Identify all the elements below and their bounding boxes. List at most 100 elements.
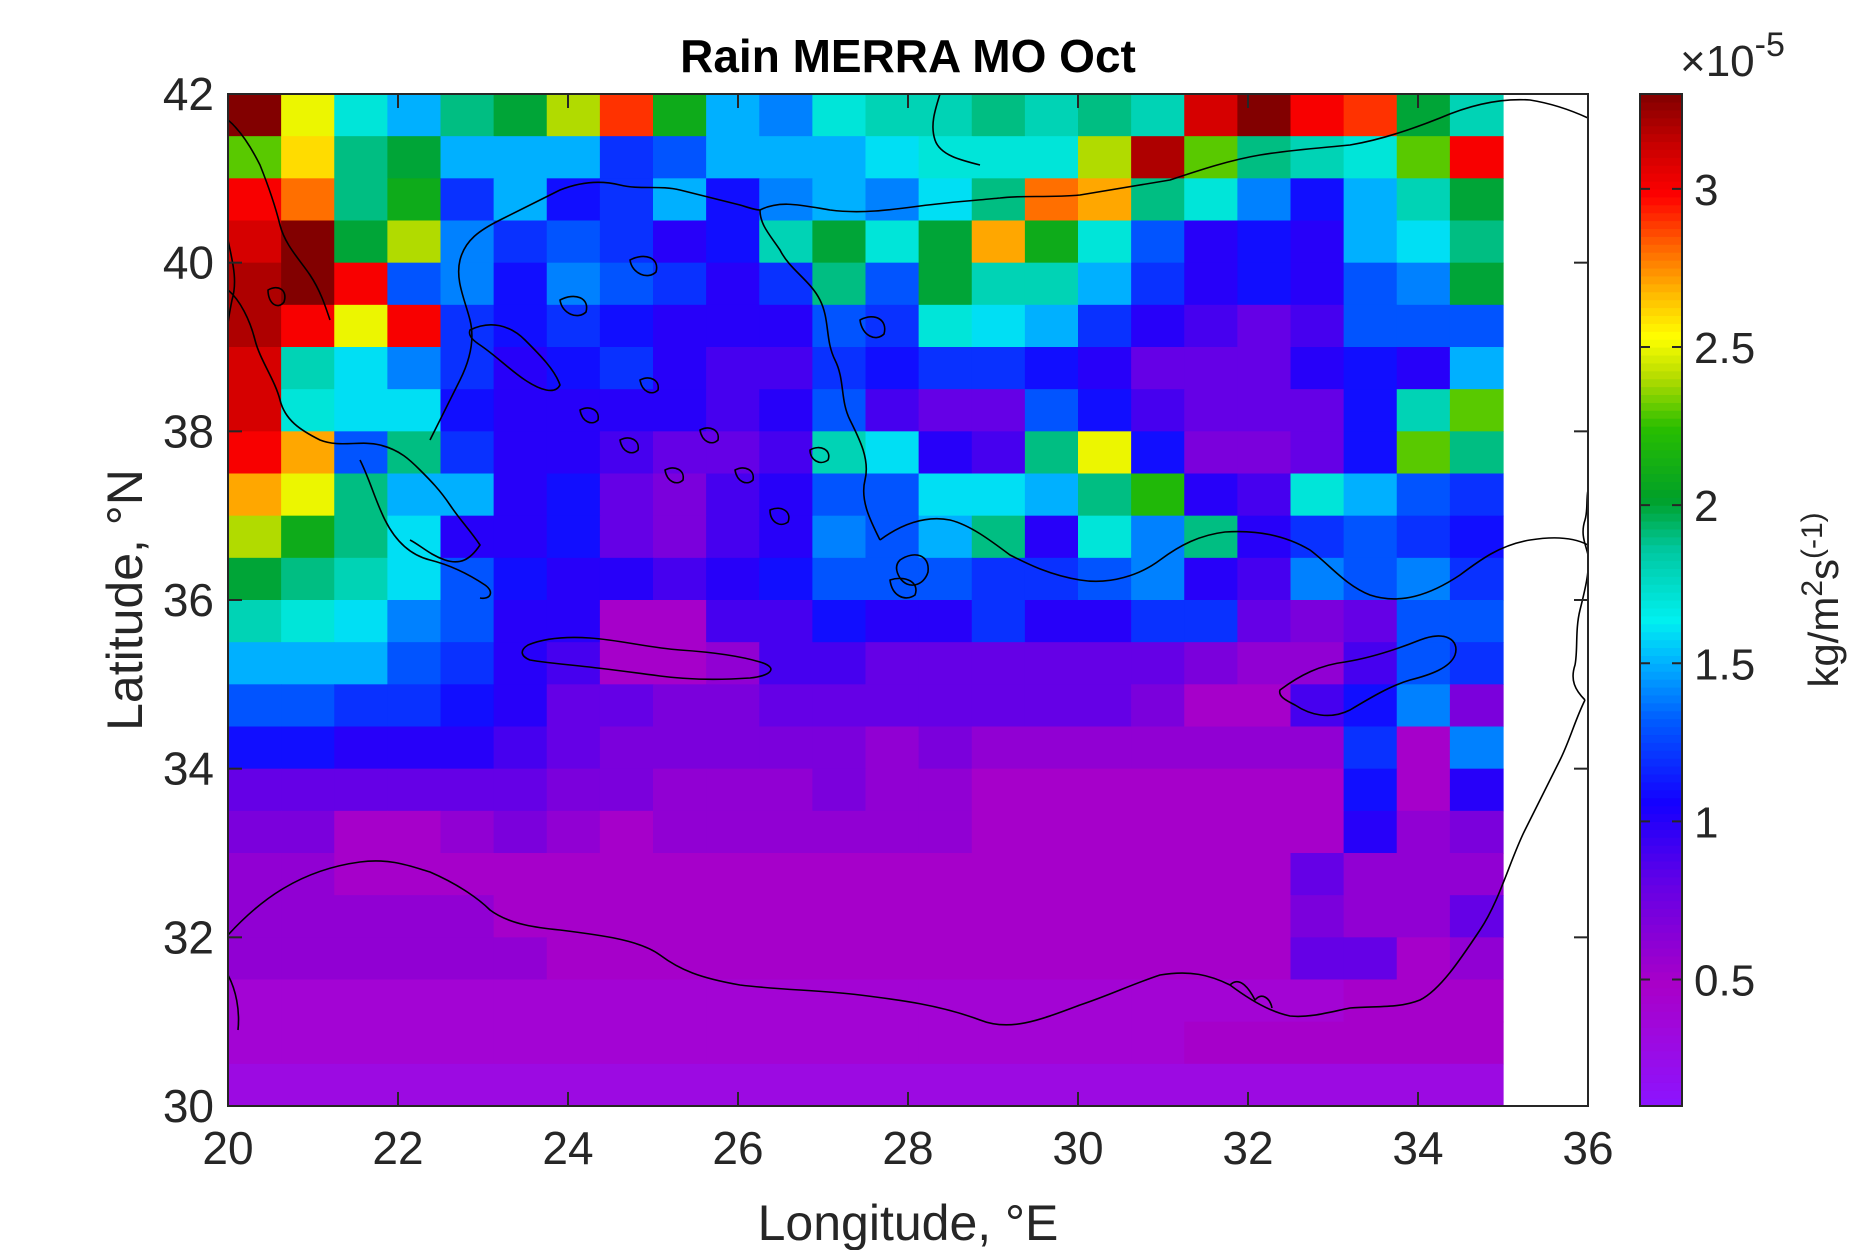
colorbar-label-exp1: 2 <box>1796 580 1829 597</box>
heatmap-cell <box>281 304 335 348</box>
heatmap-cell <box>1396 136 1451 179</box>
heatmap-cell <box>1184 642 1238 685</box>
heatmap-cell <box>493 1021 548 1065</box>
heatmap-cell <box>281 431 335 475</box>
colorbar-segment <box>1640 505 1682 514</box>
heatmap-cell <box>918 473 973 517</box>
heatmap-cell <box>387 642 442 685</box>
heatmap-cell <box>334 94 388 137</box>
heatmap-cell <box>1024 262 1079 306</box>
heatmap-cell <box>865 895 920 938</box>
heatmap-cell <box>706 810 760 854</box>
heatmap-cell <box>387 136 442 179</box>
heatmap-cell <box>546 304 601 348</box>
heatmap-cell <box>759 768 813 812</box>
heatmap-cell <box>812 684 867 728</box>
heatmap-cell <box>1078 895 1132 938</box>
heatmap-cell <box>228 178 282 222</box>
colorbar-segment <box>1640 402 1682 411</box>
heatmap-cell <box>546 262 601 306</box>
colorbar-segment <box>1640 932 1682 941</box>
heatmap-cell <box>334 768 388 812</box>
heatmap-cell <box>387 726 442 770</box>
heatmap-cell <box>387 347 442 390</box>
heatmap-cell <box>440 768 495 812</box>
colorbar-segment <box>1640 362 1682 372</box>
colorbar-segment <box>1640 837 1682 846</box>
heatmap-cell <box>865 853 920 896</box>
heatmap-cell <box>1024 94 1079 137</box>
heatmap-cell <box>1396 810 1451 854</box>
heatmap-cell <box>599 389 654 432</box>
x-tick-label: 20 <box>202 1122 253 1174</box>
heatmap-cells <box>228 94 1504 1106</box>
heatmap-cell <box>1184 347 1238 390</box>
heatmap-cell <box>281 515 335 559</box>
heatmap-cell <box>1078 810 1132 854</box>
colorbar-segment <box>1640 1098 1682 1107</box>
heatmap-cell <box>1449 1021 1504 1065</box>
colorbar-segment <box>1640 631 1682 641</box>
colorbar-segment <box>1640 560 1682 569</box>
coastline-rhodes <box>895 554 929 586</box>
heatmap-cell <box>599 178 654 222</box>
heatmap-cell <box>1131 220 1185 264</box>
heatmap-cell <box>1078 937 1132 981</box>
heatmap-cell <box>971 1063 1026 1106</box>
heatmap-cell <box>334 642 388 685</box>
heatmap-cell <box>599 979 654 1023</box>
heatmap-cell <box>812 136 867 179</box>
heatmap-cell <box>493 642 548 685</box>
heatmap-cell <box>759 473 813 517</box>
heatmap-cell <box>971 94 1026 137</box>
heatmap-cell <box>1449 94 1504 137</box>
heatmap-cell <box>281 178 335 222</box>
colorbar-segment <box>1640 299 1682 309</box>
heatmap-cell <box>1184 262 1238 306</box>
heatmap-cell <box>1237 557 1292 601</box>
heatmap-cell <box>387 178 442 222</box>
colorbar-segment <box>1640 94 1682 103</box>
heatmap-cell <box>812 853 867 896</box>
colorbar-segment <box>1640 339 1682 348</box>
colorbar-segment <box>1640 1050 1682 1060</box>
heatmap-cell <box>918 979 973 1023</box>
heatmap-cell <box>387 1021 442 1065</box>
heatmap-cell <box>334 600 388 643</box>
heatmap-cell <box>865 642 920 685</box>
colorbar-segment <box>1640 718 1682 728</box>
heatmap-cell <box>1237 937 1292 981</box>
heatmap-cell <box>812 726 867 770</box>
heatmap-cell <box>1024 389 1079 432</box>
heatmap-cell <box>706 94 760 137</box>
heatmap-cell <box>653 557 707 601</box>
heatmap-cell <box>1078 473 1132 517</box>
heatmap-cell <box>759 136 813 179</box>
heatmap-cell <box>812 557 867 601</box>
heatmap-cell <box>1024 768 1079 812</box>
heatmap-cell <box>599 262 654 306</box>
colorbar-segment <box>1640 125 1682 135</box>
heatmap-cell <box>865 431 920 475</box>
heatmap-cell <box>1237 895 1292 938</box>
heatmap-cell <box>1184 600 1238 643</box>
heatmap-cell <box>228 473 282 517</box>
heatmap-cell <box>281 220 335 264</box>
heatmap-cell <box>1237 810 1292 854</box>
heatmap-cell <box>971 853 1026 896</box>
heatmap-cell <box>546 768 601 812</box>
colorbar-segment <box>1640 797 1682 807</box>
colorbar-label: kg/m2s(-1) <box>1796 512 1847 687</box>
heatmap-cell <box>865 473 920 517</box>
heatmap-cell <box>334 515 388 559</box>
heatmap-cell <box>865 684 920 728</box>
coastline-levant <box>1572 489 1588 701</box>
colorbar-segment <box>1640 900 1682 909</box>
heatmap-cell <box>1237 347 1292 390</box>
colorbar-segment <box>1640 655 1682 664</box>
colorbar-segment <box>1640 876 1682 886</box>
heatmap-cell <box>918 1063 973 1106</box>
heatmap-cell <box>1184 979 1238 1023</box>
heatmap-cell <box>1290 937 1345 981</box>
